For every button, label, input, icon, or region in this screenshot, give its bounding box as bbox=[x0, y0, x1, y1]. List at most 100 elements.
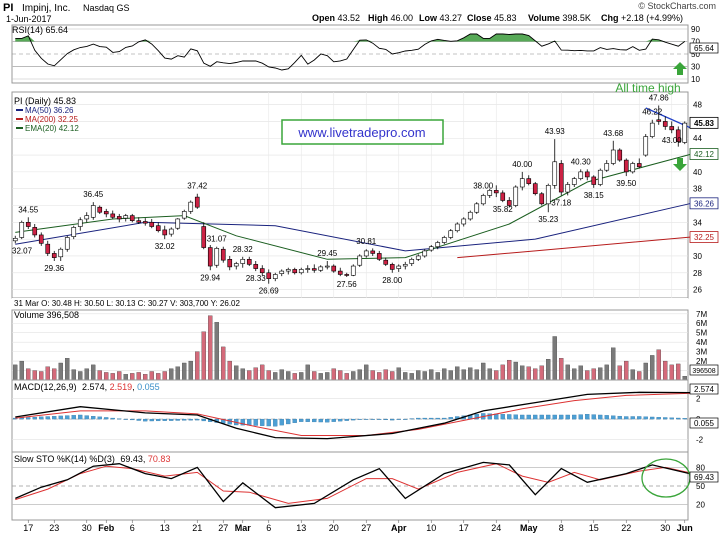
price-tick-label: 34 bbox=[693, 218, 702, 227]
macd-histogram-bar bbox=[637, 416, 642, 420]
rsi-tick-label: 30 bbox=[691, 63, 700, 72]
macd-histogram-bar bbox=[663, 417, 668, 420]
volume-grid bbox=[12, 313, 688, 371]
candle-down bbox=[331, 265, 337, 272]
macd-histogram-bar bbox=[273, 418, 278, 427]
ohlc-low: Low 43.27 bbox=[419, 13, 462, 23]
macd-histogram-bar bbox=[292, 418, 297, 423]
macd-histogram-bar bbox=[97, 416, 102, 420]
candle-up bbox=[578, 171, 584, 179]
candle-down bbox=[493, 190, 499, 194]
watermark-text: www.livetradepro.com bbox=[297, 125, 425, 140]
bottom-axis-label: 27 bbox=[218, 523, 228, 533]
macd-histogram-bar bbox=[312, 418, 317, 423]
volume-tick-label: 6M bbox=[696, 319, 707, 328]
candle-up bbox=[649, 122, 655, 137]
rsi-plot bbox=[15, 33, 686, 71]
volume-bar-down bbox=[195, 351, 200, 381]
volume-bar-down bbox=[104, 372, 109, 381]
macd-histogram-bar bbox=[331, 418, 336, 422]
ohlc-label: Open bbox=[312, 13, 338, 23]
macd-histogram-bar bbox=[624, 416, 629, 420]
ohlc-value: 43.27 bbox=[440, 13, 463, 23]
bottom-axis-label: 22 bbox=[621, 523, 631, 533]
macd-histogram-bar bbox=[611, 415, 616, 420]
volume-bar-up bbox=[565, 364, 570, 381]
volume-bar-down bbox=[292, 373, 297, 381]
rsi-badge: 65.64 bbox=[689, 42, 719, 54]
rsi-badge-text: 65.64 bbox=[694, 44, 715, 53]
candle-up bbox=[272, 274, 278, 279]
price-badge-text-ema20: 42.12 bbox=[694, 150, 715, 159]
macd-histogram-bar bbox=[52, 416, 57, 420]
candle-up bbox=[168, 228, 174, 235]
ohlc-volume: Volume 398.5K bbox=[528, 13, 591, 23]
volume-bar-down bbox=[331, 368, 336, 381]
macd-badge-text: 2.574 bbox=[694, 385, 715, 394]
price-callout: 26.69 bbox=[259, 287, 280, 296]
chart-header: PI Impinj, Inc. Nasdaq GS 1-Jun-2017 © S… bbox=[3, 1, 716, 24]
volume-bar-up bbox=[364, 364, 369, 381]
volume-bar-up bbox=[403, 372, 408, 381]
rsi-tick-label: 10 bbox=[691, 75, 700, 84]
candle-up bbox=[77, 219, 83, 227]
price-callout: 28.00 bbox=[382, 276, 403, 285]
volume-bar-up bbox=[513, 361, 518, 381]
macd-histogram-bar bbox=[377, 418, 382, 420]
macd-histogram-bar bbox=[240, 418, 245, 426]
header-symbol: PI bbox=[3, 2, 13, 14]
sto-y-ticks: 80 50 20 bbox=[696, 463, 705, 509]
macd-histogram-bar bbox=[500, 414, 505, 420]
volume-bar-down bbox=[266, 370, 271, 381]
volume-bar-down bbox=[591, 368, 596, 381]
rsi-y-ticks: 90 70 50 30 10 bbox=[691, 25, 700, 84]
volume-bar-down bbox=[344, 373, 349, 381]
sto-tick-label: 20 bbox=[696, 501, 705, 510]
candle-up bbox=[64, 237, 70, 250]
volume-bar-down bbox=[156, 373, 161, 381]
bottom-x-axis: 17 23 30 Feb 6 13 21 27 Mar 6 13 20 27 Apr 10 17 24 May 8 1… bbox=[23, 520, 693, 533]
volume-bar-down bbox=[656, 349, 661, 381]
bottom-axis-label: 23 bbox=[49, 523, 59, 533]
macd-histogram-bar bbox=[344, 418, 349, 421]
macd-histogram-bar bbox=[630, 416, 635, 420]
volume-bar-down bbox=[227, 360, 232, 381]
price-tick-label: 30 bbox=[693, 252, 702, 261]
candle-up bbox=[350, 265, 356, 276]
price-panel: 32.07 34.55 29.36 36.45 32.02 37.42 31.07 29.94… bbox=[11, 81, 719, 309]
candle-up bbox=[175, 218, 181, 229]
macd-histogram-bar bbox=[175, 418, 180, 421]
ohlc-label: Volume bbox=[528, 13, 562, 23]
candle-down bbox=[344, 274, 350, 276]
bottom-axis-label: 17 bbox=[459, 523, 469, 533]
price-callout: 36.45 bbox=[83, 190, 104, 199]
candle-down bbox=[162, 229, 168, 236]
bottom-axis-label: 8 bbox=[559, 523, 564, 533]
ohlc-close: Close 45.83 bbox=[467, 13, 517, 23]
sto-k-line bbox=[15, 461, 692, 509]
candle-down bbox=[220, 248, 226, 261]
volume-bar-up bbox=[214, 322, 219, 381]
price-callout: 29.45 bbox=[317, 249, 338, 258]
volume-tick-label: 2M bbox=[696, 357, 707, 366]
volume-bar-up bbox=[448, 370, 453, 381]
candle-down bbox=[662, 121, 668, 127]
candle-down bbox=[636, 163, 642, 168]
volume-bar-down bbox=[617, 365, 622, 381]
candle-up bbox=[363, 250, 369, 257]
volume-bar-down bbox=[312, 371, 317, 381]
ohlc-value: +2.18 (+4.99%) bbox=[621, 13, 683, 23]
candle-down bbox=[500, 192, 506, 201]
candle-down bbox=[383, 259, 389, 265]
candle-up bbox=[422, 250, 428, 257]
rsi-tick-label: 70 bbox=[691, 38, 700, 47]
macd-histogram-bar bbox=[117, 418, 122, 420]
ohlc-label: High bbox=[368, 13, 391, 23]
volume-bar-up bbox=[273, 372, 278, 381]
candlesticks bbox=[12, 105, 688, 284]
macd-histogram-bar bbox=[448, 417, 453, 420]
candle-up bbox=[214, 248, 220, 266]
volume-bar-down bbox=[253, 367, 258, 381]
volume-bar-up bbox=[643, 362, 648, 381]
copyright-text: © StockCharts.com bbox=[638, 1, 716, 11]
